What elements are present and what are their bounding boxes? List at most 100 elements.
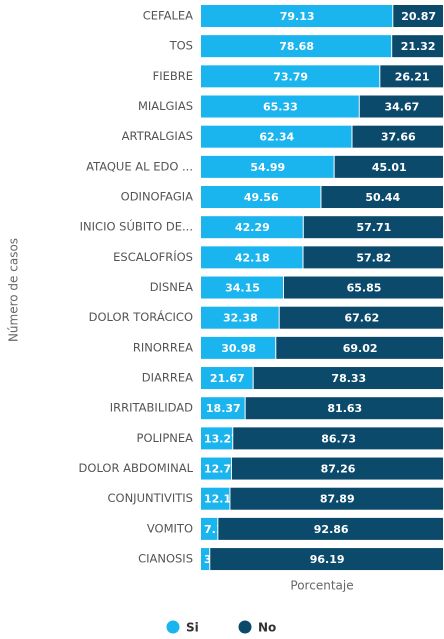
category-label: DOLOR ABDOMINAL: [79, 461, 194, 475]
legend-label: No: [258, 621, 276, 635]
bar-segment: [303, 216, 443, 239]
bar-segment: [218, 517, 443, 540]
value-label: 87.26: [321, 463, 356, 476]
value-label: 42.18: [235, 251, 270, 264]
value-label: 86.73: [321, 432, 356, 445]
value-label: 26.21: [395, 70, 430, 83]
bar-segment: [359, 95, 443, 118]
bar-segment: [201, 457, 231, 480]
value-label: 21.67: [210, 372, 245, 385]
value-label: 50.44: [365, 191, 400, 204]
bar-segment: [201, 65, 380, 88]
category-label: ARTRALGIAS: [122, 129, 193, 143]
category-label: INICIO SÚBITO DE...: [80, 219, 193, 234]
bar-segment: [201, 427, 233, 450]
category-label: DISNEA: [150, 280, 193, 294]
value-label: 79.13: [280, 10, 315, 23]
bar-segment: [201, 95, 359, 118]
bar-segment: [201, 397, 245, 420]
category-label: TOS: [169, 39, 193, 53]
bar-segment: [303, 246, 443, 269]
value-label: 87.89: [320, 493, 355, 506]
bar-segment: [231, 457, 443, 480]
value-label: 78.33: [331, 372, 366, 385]
bar-segment: [245, 397, 443, 420]
value-label: 57.82: [356, 251, 391, 264]
value-label: 45.01: [372, 161, 407, 174]
bar-segment: [201, 216, 303, 239]
category-label: POLIPNEA: [137, 431, 194, 445]
bar-segment: [201, 155, 334, 178]
category-label: DOLOR TORÁCICO: [89, 309, 193, 324]
bar-segment: [201, 276, 283, 299]
value-label: 18.37: [206, 402, 241, 415]
bar-segment: [201, 246, 303, 269]
category-label: CEFALEA: [143, 9, 193, 23]
value-label: 69.02: [343, 342, 378, 355]
value-label: 81.63: [327, 402, 362, 415]
category-label: CIANOSIS: [138, 552, 193, 566]
bar-segment: [276, 336, 443, 359]
bar-segment: [253, 367, 443, 390]
bar-segment: [201, 548, 210, 571]
value-label: 49.56: [244, 191, 279, 204]
value-label: 37.66: [381, 131, 416, 144]
value-label: 34.67: [384, 101, 419, 114]
value-label: 62.34: [259, 131, 294, 144]
bar-segment: [201, 35, 392, 58]
bar-segment: [233, 427, 443, 450]
bar-segment: [392, 35, 443, 58]
value-label: 13.27: [204, 432, 239, 445]
bar-segment: [321, 186, 443, 209]
value-label: 57.71: [356, 221, 391, 234]
value-label: 21.32: [401, 40, 436, 53]
category-label: ODINOFAGIA: [121, 190, 193, 204]
value-label: 78.68: [279, 40, 314, 53]
bar-segment: [201, 186, 321, 209]
value-label: 65.33: [263, 101, 298, 114]
value-label: 30.98: [221, 342, 256, 355]
bar-segment: [283, 276, 443, 299]
value-label: 42.29: [235, 221, 270, 234]
bar-segment: [201, 367, 253, 390]
category-label: ATAQUE AL EDO ...: [86, 159, 193, 173]
value-label: 73.79: [273, 70, 308, 83]
value-label: 65.85: [347, 282, 382, 295]
category-label: IRRITABILIDAD: [110, 401, 193, 415]
bar-segment: [334, 155, 443, 178]
bar-segment: [393, 5, 443, 27]
value-label: 34.15: [225, 282, 260, 295]
category-label: DIARREA: [142, 371, 193, 385]
category-label: ESCALOFRÍOS: [113, 249, 193, 264]
value-label: 92.86: [314, 523, 349, 536]
value-label: 96.19: [310, 553, 345, 566]
category-label: VOMITO: [147, 521, 193, 535]
bar-segment: [230, 487, 443, 510]
value-label: 12.11: [204, 493, 239, 506]
value-label: 54.99: [250, 161, 285, 174]
legend-label: Si: [186, 621, 199, 635]
category-label: FIEBRE: [153, 69, 193, 83]
category-label: RINORREA: [133, 340, 193, 354]
bar-segment: [352, 125, 443, 148]
bar-segment: [279, 306, 443, 329]
bar-segment: [380, 65, 443, 88]
value-label: 20.87: [401, 10, 436, 23]
bar-segment: [201, 5, 393, 27]
value-label: 67.62: [344, 312, 379, 325]
category-label: MIALGIAS: [138, 99, 193, 113]
value-label: 32.38: [223, 312, 258, 325]
bar-segment: [210, 548, 443, 571]
bar-segment: [201, 517, 218, 540]
bar-segment: [201, 306, 279, 329]
value-label: 12.74: [204, 463, 239, 476]
bar-segment: [201, 487, 230, 510]
bar-segment: [201, 125, 352, 148]
bar-segment: [201, 336, 276, 359]
y-axis-label: Número de casos: [7, 238, 21, 342]
legend-marker: [238, 620, 252, 634]
x-axis-label: Porcentaje: [290, 579, 353, 593]
category-label: CONJUNTIVITIS: [108, 491, 194, 505]
legend-marker: [166, 620, 180, 634]
